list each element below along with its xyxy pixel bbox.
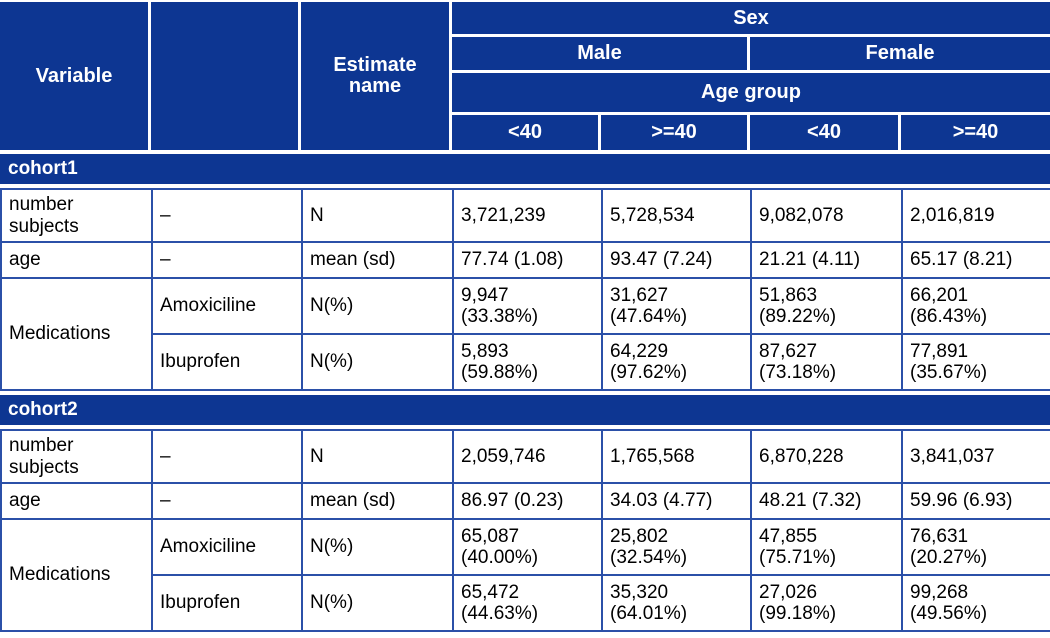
table-header: Variable Estimate name Sex Male Female A… — [0, 2, 1050, 150]
cohort1-table: number subjects – N 3,721,239 5,728,534 … — [0, 188, 1050, 391]
cell-value: 34.03 (4.77) — [601, 482, 752, 520]
header-cell-female: Female — [750, 37, 1050, 70]
header-cell-estimate-name: Estimate name — [301, 2, 449, 150]
header-cell-blank — [151, 2, 298, 150]
cell-level: Ibuprofen — [151, 333, 303, 391]
header-cell-sex: Sex — [452, 2, 1050, 34]
cell-level: – — [151, 188, 303, 243]
cell-variable: number subjects — [0, 188, 153, 243]
cell-variable: age — [0, 241, 153, 279]
group-header-cohort2: cohort2 — [0, 395, 1050, 425]
cell-variable: Medications — [0, 518, 153, 632]
cell-variable: number subjects — [0, 429, 153, 484]
cell-level: Ibuprofen — [151, 574, 303, 632]
cell-value: 87,627 (73.18%) — [750, 333, 903, 391]
cell-value: 35,320 (64.01%) — [601, 574, 752, 632]
cell-value: 9,082,078 — [750, 188, 903, 243]
cell-estimate: N(%) — [301, 277, 454, 335]
cell-value: 2,016,819 — [901, 188, 1050, 243]
cell-estimate: mean (sd) — [301, 241, 454, 279]
cell-level: Amoxiciline — [151, 518, 303, 576]
cohort2-table: number subjects – N 2,059,746 1,765,568 … — [0, 429, 1050, 632]
cell-value: 64,229 (97.62%) — [601, 333, 752, 391]
cell-value: 3,841,037 — [901, 429, 1050, 484]
cell-estimate: N(%) — [301, 333, 454, 391]
cell-value: 66,201 (86.43%) — [901, 277, 1050, 335]
cell-estimate: N — [301, 188, 454, 243]
cell-value: 77,891 (35.67%) — [901, 333, 1050, 391]
table-row: Ibuprofen N(%) 65,472 (44.63%) 35,320 (6… — [1, 574, 1050, 632]
cell-value: 2,059,746 — [452, 429, 603, 484]
cell-value: 65,087 (40.00%) — [452, 518, 603, 576]
header-cell-male: Male — [452, 37, 747, 70]
cell-variable: Medications — [0, 277, 153, 391]
header-cell-male-lt40: <40 — [452, 115, 598, 150]
cell-value: 86.97 (0.23) — [452, 482, 603, 520]
cell-level: – — [151, 429, 303, 484]
table-row: Ibuprofen N(%) 5,893 (59.88%) 64,229 (97… — [1, 333, 1050, 391]
header-cell-female-lt40: <40 — [750, 115, 898, 150]
table-row: Medications Amoxiciline N(%) 65,087 (40.… — [0, 518, 1050, 632]
cell-value: 1,765,568 — [601, 429, 752, 484]
cell-value: 47,855 (75.71%) — [750, 518, 903, 576]
cell-value: 59.96 (6.93) — [901, 482, 1050, 520]
table-row: number subjects – N 2,059,746 1,765,568 … — [0, 429, 1050, 484]
cell-value: 5,728,534 — [601, 188, 752, 243]
cell-value: 93.47 (7.24) — [601, 241, 752, 279]
cell-value: 31,627 (47.64%) — [601, 277, 752, 335]
cell-value: 21.21 (4.11) — [750, 241, 903, 279]
header-cell-female-ge40: >=40 — [901, 115, 1050, 150]
cell-value: 27,026 (99.18%) — [750, 574, 903, 632]
cell-value: 48.21 (7.32) — [750, 482, 903, 520]
cell-value: 5,893 (59.88%) — [452, 333, 603, 391]
header-cell-male-ge40: >=40 — [601, 115, 747, 150]
cell-value: 9,947 (33.38%) — [452, 277, 603, 335]
cell-value: 76,631 (20.27%) — [901, 518, 1050, 576]
table-row: number subjects – N 3,721,239 5,728,534 … — [0, 188, 1050, 243]
cell-variable: age — [0, 482, 153, 520]
table-row: Medications Amoxiciline N(%) 9,947 (33.3… — [0, 277, 1050, 391]
cell-level: – — [151, 482, 303, 520]
cell-level: Amoxiciline — [151, 277, 303, 335]
cell-estimate: N(%) — [301, 574, 454, 632]
header-cell-age-group: Age group — [452, 73, 1050, 112]
cell-estimate: N — [301, 429, 454, 484]
cell-value: 25,802 (32.54%) — [601, 518, 752, 576]
cell-estimate: N(%) — [301, 518, 454, 576]
cell-estimate: mean (sd) — [301, 482, 454, 520]
table-row: age – mean (sd) 86.97 (0.23) 34.03 (4.77… — [0, 482, 1050, 520]
group-header-cohort1: cohort1 — [0, 154, 1050, 184]
cell-value: 65,472 (44.63%) — [452, 574, 603, 632]
cell-value: 77.74 (1.08) — [452, 241, 603, 279]
cell-value: 3,721,239 — [452, 188, 603, 243]
cell-value: 6,870,228 — [750, 429, 903, 484]
header-cell-variable: Variable — [0, 2, 148, 150]
table-row: age – mean (sd) 77.74 (1.08) 93.47 (7.24… — [0, 241, 1050, 279]
cell-value: 99,268 (49.56%) — [901, 574, 1050, 632]
cell-value: 65.17 (8.21) — [901, 241, 1050, 279]
cell-level: – — [151, 241, 303, 279]
cell-value: 51,863 (89.22%) — [750, 277, 903, 335]
